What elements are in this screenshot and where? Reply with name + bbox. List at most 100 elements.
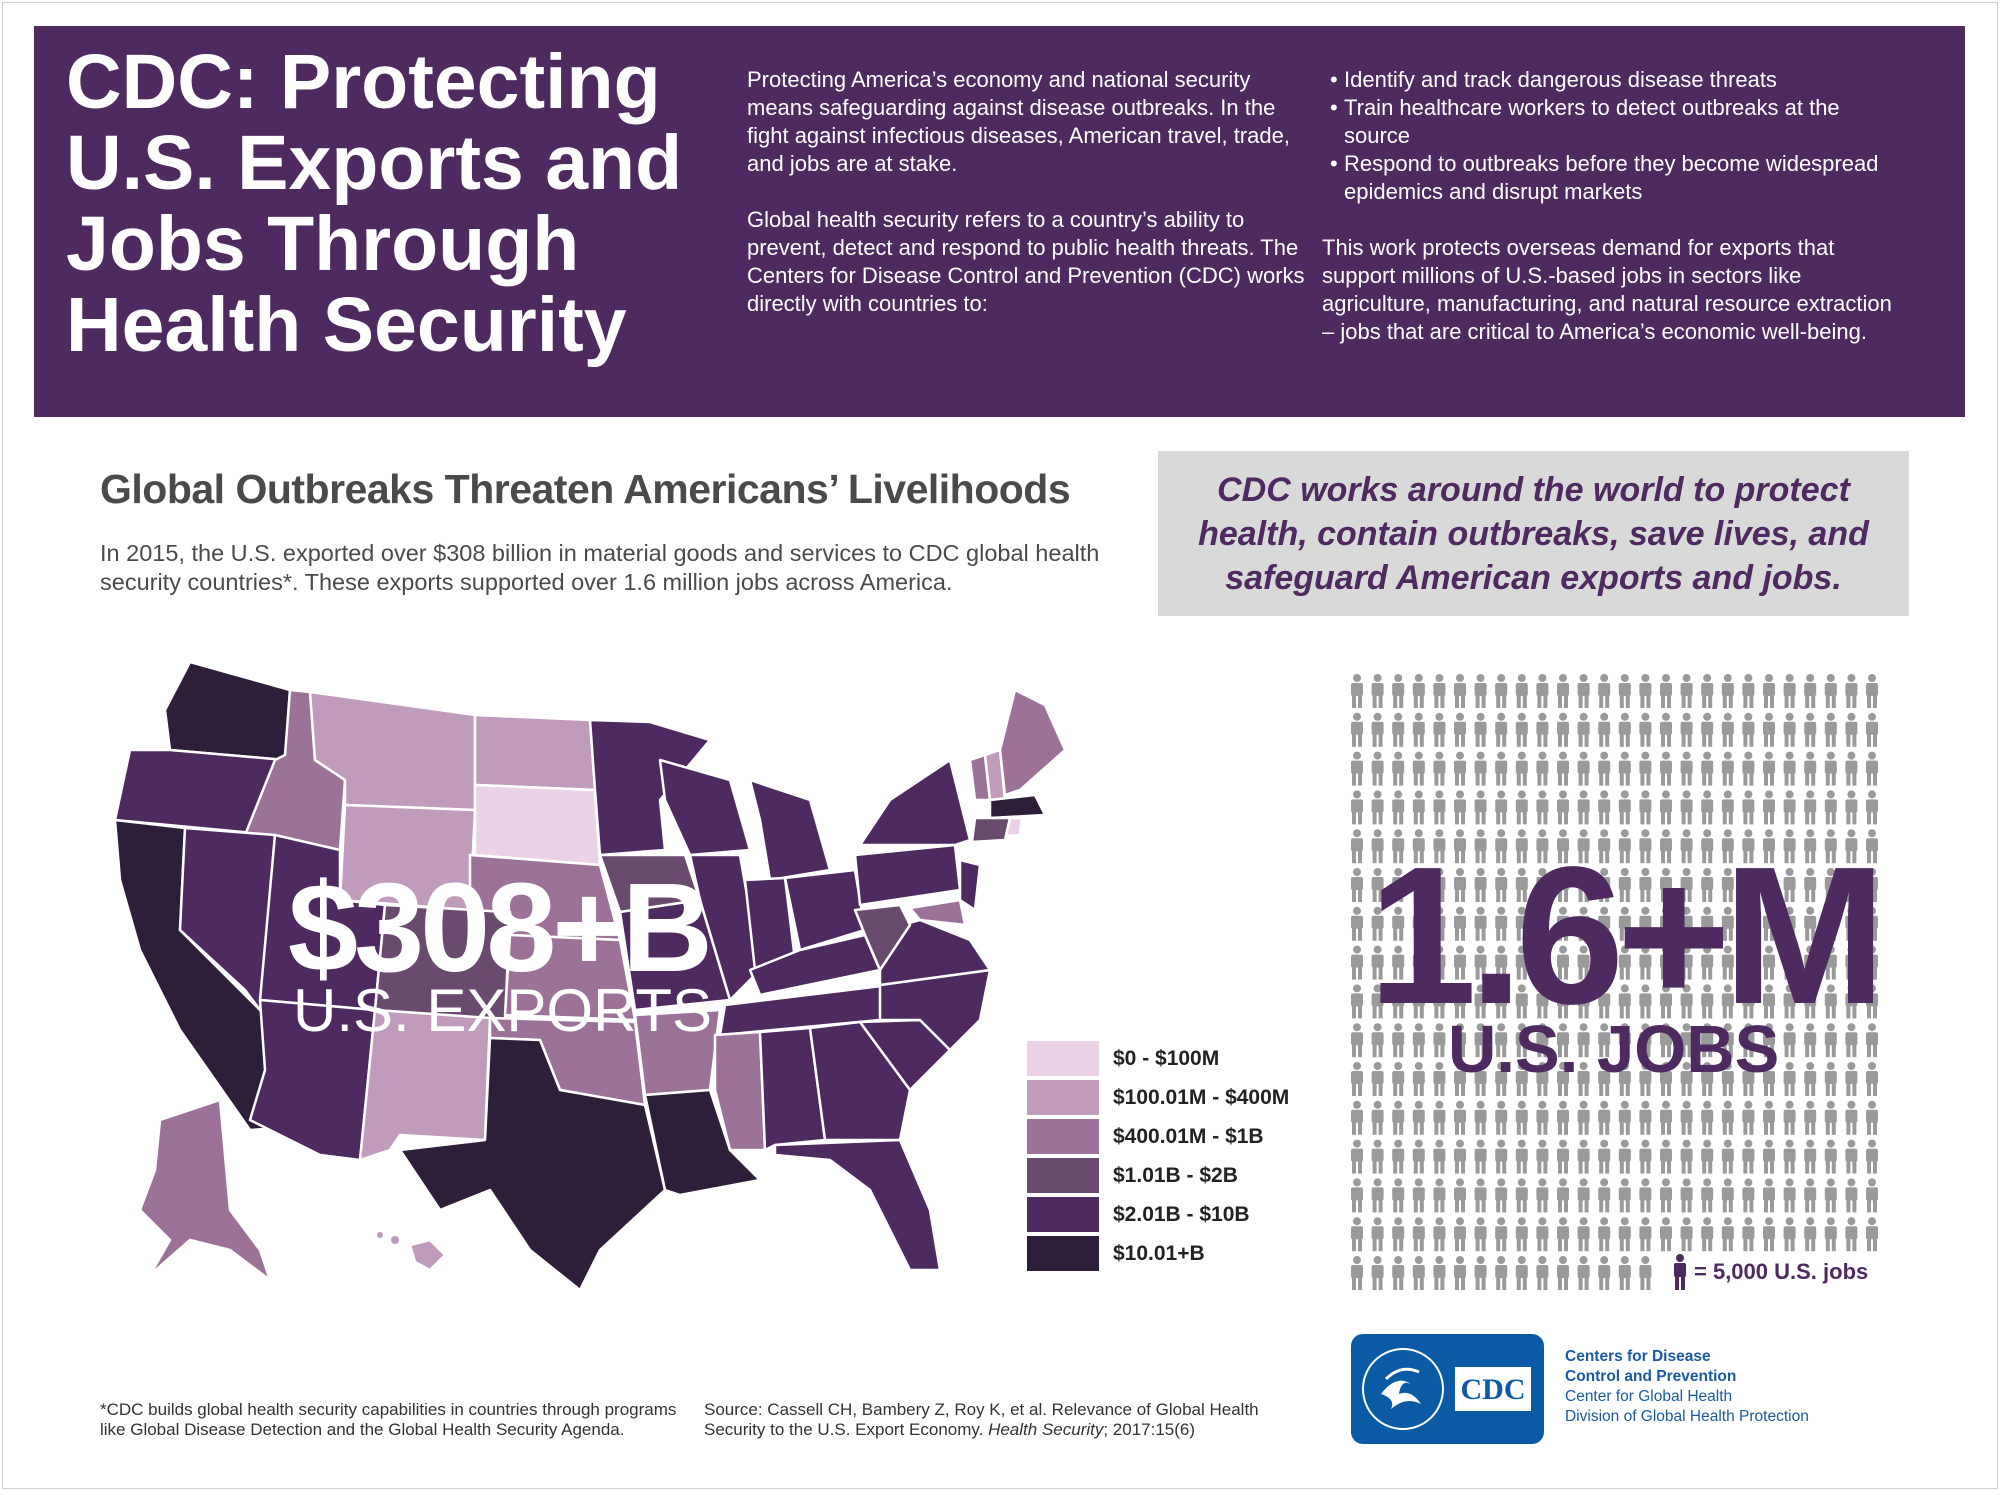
- legend-label: $1.01B - $2B: [1113, 1163, 1238, 1187]
- person-figure-icon: [1515, 1062, 1528, 1096]
- person-figure-icon: [1515, 751, 1528, 786]
- person-figure-icon: [1474, 1062, 1487, 1096]
- person-figure-icon: [1866, 1139, 1878, 1174]
- person-figure-icon: [1557, 1217, 1569, 1252]
- person-figure-icon: [1598, 1139, 1611, 1174]
- person-figure-icon: [1742, 984, 1755, 1019]
- state-nevada: [178, 826, 277, 1012]
- person-figure-icon: [1824, 984, 1837, 1019]
- person-figure-icon: [1824, 829, 1837, 864]
- person-figure-icon: [1577, 868, 1590, 902]
- person-figure-icon: [1371, 829, 1384, 864]
- person-figure-icon: [1433, 945, 1446, 980]
- person-figure-icon: [1412, 674, 1425, 708]
- person-figure-icon: [1412, 829, 1425, 864]
- person-figure-icon: [1371, 1178, 1384, 1213]
- person-figure-icon: [1804, 945, 1817, 980]
- person-figure-icon: [1660, 1139, 1672, 1174]
- person-figure-icon: [1351, 1139, 1363, 1174]
- state-hawaii: [408, 1238, 447, 1272]
- person-figure-icon: [1845, 945, 1858, 980]
- person-figure-icon: [1639, 1062, 1652, 1096]
- person-figure-icon: [1660, 1023, 1672, 1058]
- person-figure-icon: [1845, 712, 1858, 747]
- person-figure-icon: [1680, 1023, 1693, 1058]
- state-new-york: [858, 758, 972, 847]
- person-figure-icon: [1412, 984, 1425, 1019]
- person-figure-icon: [1701, 1178, 1714, 1213]
- person-figure-icon: [1804, 868, 1817, 902]
- person-figure-icon: [1639, 1023, 1652, 1058]
- person-figure-icon: [1392, 1256, 1405, 1290]
- person-figure-icon: [1392, 868, 1405, 902]
- person-figure-icon: [1866, 868, 1878, 902]
- person-icon: [1674, 1254, 1686, 1290]
- person-figure-icon: [1866, 984, 1878, 1019]
- person-figure-icon: [1701, 674, 1714, 708]
- state-connecticut: [970, 816, 1012, 844]
- person-figure-icon: [1824, 868, 1837, 902]
- person-figure-icon: [1536, 868, 1549, 902]
- person-figure-icon: [1618, 712, 1631, 747]
- person-figure-icon: [1392, 674, 1405, 708]
- person-figure-icon: [1742, 712, 1755, 747]
- person-figure-icon: [1577, 1062, 1590, 1096]
- person-figure-icon: [1536, 829, 1549, 864]
- person-figure-icon: [1495, 1178, 1508, 1213]
- page-title: CDC: Protecting U.S. Exports and Jobs Th…: [66, 39, 683, 368]
- person-figure-icon: [1495, 674, 1508, 708]
- legend-swatch: [1027, 1158, 1099, 1193]
- state-mississippi: [713, 1030, 767, 1152]
- person-figure-icon: [1804, 751, 1817, 786]
- person-figure-icon: [1598, 1100, 1611, 1135]
- person-figure-icon: [1824, 1100, 1837, 1135]
- person-figure-icon: [1536, 790, 1549, 825]
- person-figure-icon: [1680, 829, 1693, 864]
- person-figure-icon: [1392, 712, 1405, 747]
- person-figure-icon: [1866, 945, 1878, 980]
- section-title: Global Outbreaks Threaten Americans’ Liv…: [100, 466, 1071, 512]
- person-figure-icon: [1454, 1100, 1466, 1135]
- person-figure-icon: [1371, 945, 1384, 980]
- person-figure-icon: [1351, 674, 1363, 708]
- person-figure-icon: [1824, 790, 1837, 825]
- state-south-dakota: [473, 783, 602, 867]
- bullet-item: Train healthcare workers to detect outbr…: [1322, 94, 1902, 150]
- person-figure-icon: [1618, 1062, 1631, 1096]
- person-figure-icon: [1824, 1178, 1837, 1213]
- person-figure-icon: [1845, 829, 1858, 864]
- person-figure-icon: [1454, 945, 1466, 980]
- person-figure-icon: [1495, 1023, 1508, 1058]
- state-maryland: [908, 898, 967, 927]
- state-alaska: [138, 1098, 272, 1282]
- person-figure-icon: [1454, 984, 1466, 1019]
- person-figure-icon: [1824, 1023, 1837, 1058]
- legend-item: $2.01B - $10B: [1027, 1196, 1327, 1233]
- person-figure-icon: [1742, 1178, 1755, 1213]
- person-figure-icon: [1598, 712, 1611, 747]
- person-figure-icon: [1412, 1256, 1425, 1290]
- person-figure-icon: [1371, 751, 1384, 786]
- person-figure-icon: [1660, 829, 1672, 864]
- person-figure-icon: [1618, 1256, 1631, 1290]
- map-legend: $0 - $100M $100.01M - $400M $400.01M - $…: [1027, 1040, 1327, 1274]
- person-figure-icon: [1536, 1062, 1549, 1096]
- state-hawaii-islet: [391, 1236, 399, 1244]
- person-figure-icon: [1474, 712, 1487, 747]
- person-figure-icon: [1557, 1100, 1569, 1135]
- person-figure-icon: [1680, 984, 1693, 1019]
- source-journal: Health Security: [988, 1420, 1104, 1439]
- person-figure-icon: [1804, 674, 1817, 708]
- person-figure-icon: [1866, 1100, 1878, 1135]
- person-figure-icon: [1536, 906, 1549, 941]
- person-figure-icon: [1454, 1023, 1466, 1058]
- hhs-seal-icon: [1362, 1348, 1444, 1430]
- person-figure-icon: [1866, 1062, 1878, 1096]
- legend-label: $400.01M - $1B: [1113, 1124, 1264, 1148]
- person-figure-icon: [1351, 829, 1363, 864]
- person-figure-icon: [1866, 674, 1878, 708]
- person-figure-icon: [1474, 868, 1487, 902]
- person-figure-icon: [1804, 1100, 1817, 1135]
- person-figure-icon: [1454, 674, 1466, 708]
